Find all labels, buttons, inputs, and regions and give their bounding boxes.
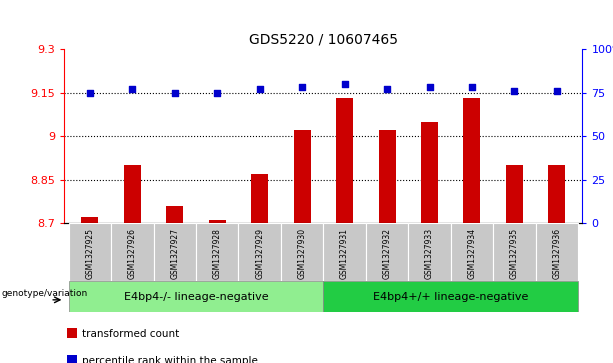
Point (212, 90, 222, 95)
Bar (324, 281, 578, 312)
Point (128, 86, 137, 92)
Bar (463, 98, 481, 223)
Text: GSM1327930: GSM1327930 (298, 228, 306, 279)
Text: GSM1327934: GSM1327934 (468, 228, 476, 279)
Bar (238, 223, 281, 281)
Text: E4bp4-/- lineage-negative: E4bp4-/- lineage-negative (124, 292, 268, 302)
Text: transformed count: transformed count (83, 329, 180, 339)
Title: GDS5220 / 10607465: GDS5220 / 10607465 (249, 32, 398, 46)
Text: genotype/variation: genotype/variation (1, 289, 88, 298)
Bar (166, 206, 183, 223)
Point (467, 85, 477, 90)
Text: GSM1327927: GSM1327927 (170, 228, 179, 279)
Text: GSM1327935: GSM1327935 (510, 228, 519, 279)
Point (552, 88, 562, 94)
Bar (536, 223, 578, 281)
Bar (294, 130, 311, 223)
Bar (153, 223, 196, 281)
Bar (111, 223, 153, 281)
Bar (281, 223, 324, 281)
Bar (82, 217, 98, 223)
Bar (549, 165, 565, 223)
Bar (379, 130, 395, 223)
Text: GSM1327936: GSM1327936 (552, 228, 562, 279)
Point (340, 81, 349, 87)
Point (85, 90, 95, 95)
Bar (69, 223, 111, 281)
Bar (208, 220, 226, 223)
Bar (506, 165, 523, 223)
Text: GSM1327925: GSM1327925 (85, 228, 94, 279)
Bar (67, 355, 77, 363)
Text: GSM1327932: GSM1327932 (383, 228, 392, 279)
Text: GSM1327929: GSM1327929 (255, 228, 264, 279)
Point (382, 86, 392, 92)
Bar (421, 122, 438, 223)
Point (509, 88, 519, 94)
Point (425, 85, 435, 90)
Point (170, 90, 180, 95)
Text: GSM1327931: GSM1327931 (340, 228, 349, 279)
Bar (124, 165, 141, 223)
Bar (408, 223, 451, 281)
Text: percentile rank within the sample: percentile rank within the sample (83, 356, 258, 363)
Bar (196, 223, 238, 281)
Bar (324, 223, 366, 281)
Point (297, 85, 307, 90)
Bar (493, 223, 536, 281)
Point (255, 86, 265, 92)
Bar (251, 174, 268, 223)
Bar (69, 281, 324, 312)
Text: GSM1327933: GSM1327933 (425, 228, 434, 279)
Bar (366, 223, 408, 281)
Text: GSM1327928: GSM1327928 (213, 228, 222, 279)
Text: GSM1327926: GSM1327926 (128, 228, 137, 279)
Bar (336, 98, 353, 223)
Bar (67, 328, 77, 338)
Text: E4bp4+/+ lineage-negative: E4bp4+/+ lineage-negative (373, 292, 528, 302)
Bar (451, 223, 493, 281)
